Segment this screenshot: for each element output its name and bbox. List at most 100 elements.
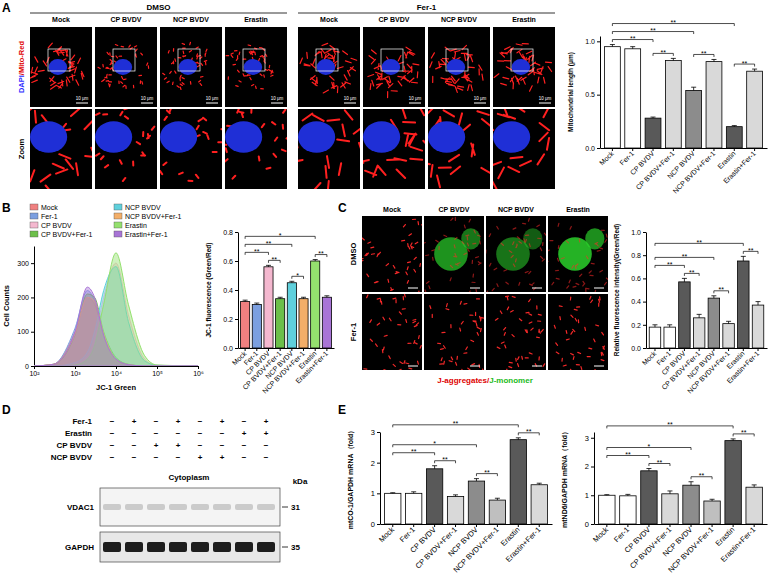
bar (747, 71, 763, 148)
tick-mark (75, 366, 76, 369)
group-header: Fer-1 (417, 3, 437, 12)
scale-bar (408, 288, 418, 289)
nucleus (160, 121, 197, 153)
blot-band (213, 542, 231, 552)
bar (426, 469, 442, 524)
panel-label: C (338, 201, 347, 215)
tick-mark (31, 332, 34, 333)
treatment-sign: − (176, 453, 181, 462)
tick: 3 (371, 428, 380, 437)
x-axis: MockFer-1CP BVDVCP BVDV+Fer-1NCP BVDVNCP… (591, 524, 767, 574)
bar (625, 49, 641, 148)
error-bar (313, 260, 318, 261)
tick-label: Erastin+Fer-1 (725, 350, 760, 385)
tick-mark (518, 524, 519, 527)
nucleus (179, 59, 198, 75)
scale-bar-label: 10 μm (409, 96, 422, 101)
image-panel-c: MockCP BVDVNCP BVDVErastinDMSOFer-1J-agg… (349, 206, 609, 385)
tick-label: 1.0 (585, 38, 595, 45)
blot-band (213, 504, 231, 510)
x-axis: 10²10³10⁴10⁵10⁶ (29, 366, 204, 377)
nucleus (428, 121, 465, 153)
treatment-sign: − (110, 417, 115, 426)
error-bar (630, 47, 635, 49)
tick: 0.4 (631, 298, 646, 305)
bar (662, 494, 678, 524)
tick: Mock (591, 524, 610, 544)
significance-label: ** (667, 421, 673, 428)
micrograph (428, 27, 490, 107)
legend-swatch (30, 231, 38, 237)
tick: 0.6 (631, 275, 646, 282)
stain-legend: J-aggregates/J-monomer (437, 376, 533, 385)
significance-label: ** (442, 456, 448, 463)
micrograph (362, 294, 422, 371)
error-bar (667, 325, 672, 327)
tick-label: Mock (591, 525, 610, 544)
tick: CP BVDV+Fer-1 (634, 148, 675, 191)
tick-mark (712, 524, 713, 527)
image-background (160, 27, 222, 107)
mitochondria (493, 109, 555, 189)
legend-label: Fer-1 (41, 213, 58, 220)
tick-label: Erastin+Fer-1 (504, 525, 543, 564)
tick-mark (754, 524, 755, 527)
error-bar (278, 297, 283, 298)
treatment-sign: − (110, 441, 115, 450)
axis-title: mtCO-1/GAPDH mRNA（fold） (347, 427, 355, 530)
tick-label: 1.0 (631, 229, 641, 236)
tick-mark (684, 348, 685, 351)
band-label: VDAC1 (67, 503, 95, 512)
tick-mark (643, 232, 646, 233)
column-label: Erastin (566, 206, 590, 213)
tick-label: 0 (371, 520, 375, 529)
error-bar (731, 439, 736, 441)
treatment-label: Erastin (65, 429, 92, 438)
error-bar (289, 281, 294, 282)
kda-label: 31 (291, 503, 300, 512)
tick-mark (632, 148, 633, 151)
axis-line (238, 233, 239, 349)
tick: 0.4 (223, 287, 238, 294)
error-bar (432, 466, 437, 469)
bar (510, 440, 526, 524)
tick-mark (291, 348, 292, 351)
bar (287, 283, 296, 348)
tick-label: Mock (598, 149, 615, 166)
tick-label: 0.2 (223, 316, 233, 323)
tick-mark (303, 348, 304, 351)
y-axis: 0123 (585, 433, 595, 529)
tick-mark (743, 348, 744, 351)
column-label: Erastin (512, 16, 536, 23)
annotations: *********** (607, 421, 754, 479)
nucleus (298, 121, 335, 153)
tick-mark (597, 148, 600, 149)
scale-bar (206, 103, 218, 104)
image-background (428, 27, 490, 107)
bar-chart: 0123MockFer-1CP BVDVCP BVDV+Fer-1NCP BVD… (347, 420, 553, 574)
group-rule (30, 13, 287, 14)
tick: NCP BVDV+Fer-1 (666, 524, 715, 574)
bar (252, 305, 261, 349)
micrograph (298, 27, 360, 107)
tick: 1.0 (585, 38, 600, 45)
tick-label: 0.4 (223, 287, 233, 294)
x-axis: MockFer-1CP BVDVCP BVDV+Fer-1NCP BVDVNCP… (641, 348, 768, 395)
plot-marks (604, 45, 762, 148)
bar (686, 90, 702, 148)
scale-bar-label: 10 μm (474, 96, 487, 101)
zoom-box (48, 49, 70, 71)
tick-mark (591, 524, 594, 525)
micrograph (160, 27, 222, 107)
tick-mark (754, 148, 755, 151)
tick-mark (539, 524, 540, 527)
micrograph (546, 216, 609, 293)
annotations: ********** (245, 232, 327, 279)
axis-title: JC-1 Green (96, 383, 136, 392)
plot-marks (385, 438, 548, 524)
significance-label: ** (272, 256, 278, 263)
blot-membrane (100, 532, 280, 562)
mitochondria (98, 45, 149, 89)
tick-mark (280, 348, 281, 351)
mitochondria (226, 45, 273, 89)
